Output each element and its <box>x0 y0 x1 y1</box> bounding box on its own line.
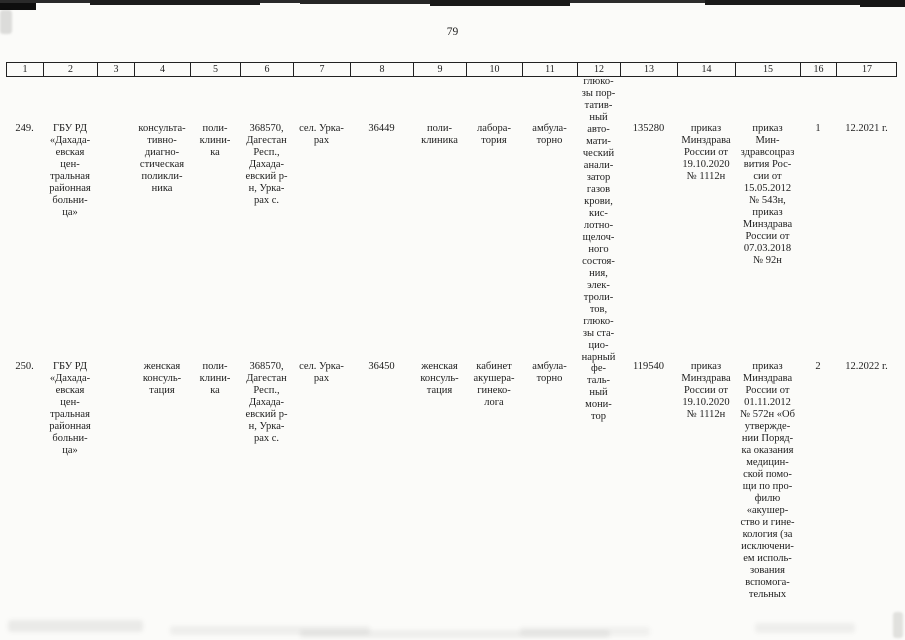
cell-row250-equipment-code: 119540 <box>632 361 665 372</box>
cell-row249-care-type: амбула- торно <box>532 123 567 146</box>
cell-row249-equipment: глюко- зы пор- татив- ный авто- мати- че… <box>581 76 616 363</box>
cell-row250-room: кабинет акушера- гинеко- лога <box>473 361 515 408</box>
scan-edge-artifact <box>705 0 905 5</box>
cell-row250-code: 36450 <box>368 361 395 372</box>
cell-row250-address: 368570, Дагестан Респ., Дахада- евский р… <box>245 361 288 444</box>
cell-row249-order-basis: приказ Мин- здравсоцраз вития Рос- сии о… <box>740 123 795 266</box>
cell-row250-unit: женская консуль- тация <box>142 361 182 396</box>
cell-row250-settlement: сел. Урка- рах <box>299 361 344 384</box>
cell-row249-number: 249. <box>15 123 34 134</box>
column-number-header: 4 <box>134 63 190 76</box>
cell-row250-order: приказ Минздрава России от 19.10.2020 № … <box>681 361 731 420</box>
column-number-header: 9 <box>413 63 466 76</box>
column-number-header: 6 <box>240 63 293 76</box>
cell-row250-quantity: 2 <box>815 361 821 372</box>
cell-row249-code: 36449 <box>368 123 395 134</box>
scan-bleedthrough-artifact <box>300 630 610 638</box>
scan-bleedthrough-artifact <box>8 620 143 632</box>
scan-edge-artifact <box>610 0 710 3</box>
scan-bleedthrough-artifact <box>170 626 370 635</box>
cell-row250-equipment: фе- таль- ный мони- тор <box>585 363 612 422</box>
cell-row249-room: лабора- тория <box>477 123 511 146</box>
cell-row249-organization: ГБУ РД «Дахада- евская цен- тральная рай… <box>49 123 91 218</box>
cell-row250-order-basis: приказ Минздрава России от 01.11.2012 № … <box>740 361 795 600</box>
cell-row249-order: приказ Минздрава России от 19.10.2020 № … <box>681 123 731 182</box>
cell-row250-division: женская консуль- тация <box>420 361 459 396</box>
scan-edge-artifact <box>90 0 260 5</box>
cell-row250-care-type: амбула- торно <box>532 361 567 384</box>
column-number-header: 2 <box>43 63 97 76</box>
cell-row250-number: 250. <box>15 361 34 372</box>
column-number-header: 11 <box>522 63 577 76</box>
column-number-header: 17 <box>836 63 897 76</box>
column-number-header: 3 <box>97 63 134 76</box>
cell-row250-date: 12.2022 г. <box>845 361 888 372</box>
scan-bleedthrough-artifact <box>755 623 855 633</box>
cell-row249-address: 368570, Дагестан Респ., Дахада- евский р… <box>245 123 288 206</box>
cell-row249-building: поли- клини- ка <box>199 123 231 158</box>
column-number-header: 13 <box>620 63 677 76</box>
scan-bleedthrough-artifact <box>520 627 650 636</box>
cell-row249-settlement: сел. Урка- рах <box>299 123 344 146</box>
cell-row249-equipment-code: 135280 <box>632 123 665 134</box>
page-number: 79 <box>446 26 459 38</box>
cell-row249-quantity: 1 <box>815 123 821 134</box>
column-number-header: 7 <box>293 63 350 76</box>
cell-row250-organization: ГБУ РД «Дахада- евская цен- тральная рай… <box>49 361 91 456</box>
scan-edge-artifact <box>430 0 570 6</box>
cell-row249-date: 12.2021 г. <box>845 123 888 134</box>
scan-edge-artifact <box>300 0 430 4</box>
table-header-row: 1 2 3 4 5 6 7 8 9 10 11 12 13 14 15 16 1… <box>6 62 897 77</box>
cell-row250-building: поли- клини- ка <box>199 361 231 396</box>
scan-bleedthrough-artifact <box>893 612 903 638</box>
column-number-header: 14 <box>677 63 735 76</box>
cell-row249-unit: консульта- тивно- диагно- стическая поли… <box>138 123 186 194</box>
column-number-header: 10 <box>466 63 522 76</box>
scan-edge-artifact <box>0 0 36 10</box>
column-number-header: 12 <box>577 63 620 76</box>
column-number-header: 15 <box>735 63 800 76</box>
scan-bleedthrough-artifact <box>0 10 12 34</box>
column-number-header: 1 <box>6 63 43 76</box>
column-number-header: 16 <box>800 63 836 76</box>
scan-edge-artifact <box>860 0 905 7</box>
cell-row249-division: поли- клиника <box>421 123 458 146</box>
table-border <box>896 62 897 77</box>
column-number-header: 5 <box>190 63 240 76</box>
column-number-header: 8 <box>350 63 413 76</box>
